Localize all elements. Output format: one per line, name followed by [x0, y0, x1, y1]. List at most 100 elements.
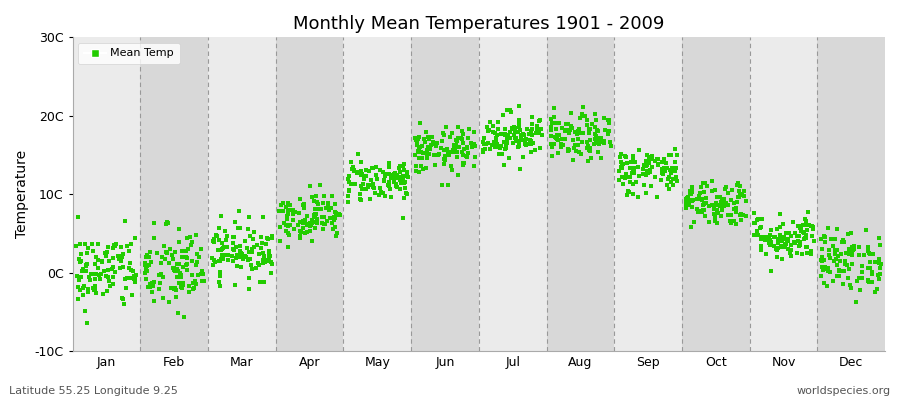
- Point: [776, 243, 790, 250]
- Point: [227, 247, 241, 254]
- Point: [754, 215, 769, 222]
- Point: [323, 215, 338, 222]
- Point: [397, 160, 411, 167]
- Point: [614, 164, 628, 170]
- Point: [666, 182, 680, 188]
- Point: [792, 223, 806, 229]
- Point: [814, 263, 829, 270]
- Point: [347, 168, 362, 174]
- Point: [486, 122, 500, 129]
- Point: [593, 136, 608, 143]
- Point: [189, 262, 203, 269]
- Point: [431, 151, 446, 157]
- Point: [775, 238, 789, 244]
- Point: [374, 188, 389, 195]
- Point: [814, 236, 828, 242]
- Point: [714, 212, 728, 219]
- Point: [242, 233, 256, 239]
- Point: [520, 126, 535, 132]
- Point: [342, 187, 356, 194]
- Point: [508, 135, 522, 142]
- Point: [431, 152, 446, 158]
- Point: [508, 135, 523, 141]
- Point: [783, 250, 797, 257]
- Point: [302, 220, 317, 226]
- Point: [88, 283, 103, 289]
- Point: [397, 179, 411, 186]
- Point: [687, 219, 701, 225]
- Point: [314, 220, 328, 226]
- Point: [639, 161, 653, 168]
- Point: [567, 144, 581, 151]
- Point: [582, 147, 597, 153]
- Point: [632, 172, 646, 179]
- Point: [802, 222, 816, 228]
- Point: [348, 181, 363, 188]
- Point: [482, 119, 497, 126]
- Point: [179, 247, 194, 254]
- Point: [86, 248, 101, 254]
- Point: [357, 176, 372, 182]
- Point: [558, 136, 572, 142]
- Point: [300, 229, 314, 235]
- Point: [664, 170, 679, 176]
- Point: [834, 251, 849, 258]
- Point: [189, 280, 203, 287]
- Point: [715, 198, 729, 204]
- Point: [236, 256, 250, 262]
- Point: [87, 276, 102, 282]
- Point: [390, 184, 404, 190]
- Point: [354, 159, 368, 165]
- Point: [242, 249, 256, 255]
- Point: [822, 247, 836, 254]
- Point: [218, 228, 232, 234]
- Point: [123, 260, 138, 266]
- Point: [206, 238, 220, 244]
- Point: [598, 127, 612, 133]
- Point: [428, 141, 443, 147]
- Point: [412, 155, 427, 162]
- Point: [226, 258, 240, 265]
- Point: [705, 178, 719, 184]
- Point: [185, 239, 200, 246]
- Point: [419, 151, 434, 157]
- Point: [322, 207, 337, 214]
- Point: [306, 214, 320, 220]
- Point: [716, 199, 730, 206]
- Point: [806, 238, 821, 244]
- Point: [341, 193, 356, 200]
- Point: [644, 164, 659, 170]
- Point: [424, 142, 438, 148]
- Point: [169, 287, 184, 293]
- Point: [597, 115, 611, 121]
- Point: [158, 243, 172, 249]
- Point: [759, 251, 773, 257]
- Point: [628, 179, 643, 185]
- Point: [147, 279, 161, 285]
- Point: [872, 260, 886, 266]
- Point: [230, 252, 244, 258]
- Point: [544, 127, 558, 133]
- Point: [87, 261, 102, 268]
- Point: [544, 132, 558, 139]
- Point: [231, 254, 246, 260]
- Point: [76, 266, 90, 272]
- Point: [194, 246, 208, 253]
- Point: [775, 256, 789, 262]
- Point: [709, 202, 724, 208]
- Point: [415, 155, 429, 162]
- Point: [186, 285, 201, 292]
- Point: [618, 172, 633, 179]
- Point: [296, 218, 310, 224]
- Point: [243, 256, 257, 262]
- Bar: [140, 37, 208, 351]
- Point: [457, 160, 472, 167]
- Point: [770, 236, 785, 242]
- Point: [261, 236, 275, 243]
- Point: [422, 146, 436, 152]
- Point: [799, 227, 814, 233]
- Bar: [546, 37, 614, 351]
- Point: [83, 277, 97, 283]
- Point: [581, 126, 596, 132]
- Point: [77, 308, 92, 314]
